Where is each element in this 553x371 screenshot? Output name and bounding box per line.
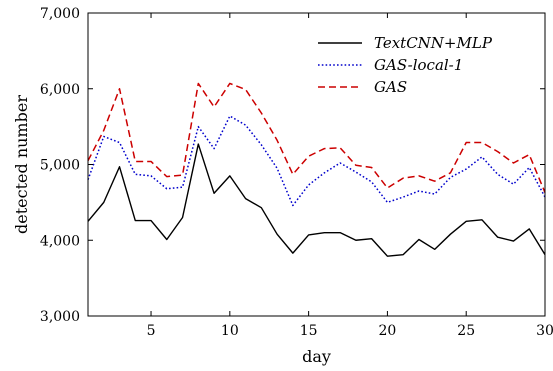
- x-tick-label: 15: [300, 323, 318, 339]
- x-tick-label: 30: [536, 323, 553, 339]
- x-tick-label: 20: [378, 323, 396, 339]
- plot-frame: [87, 12, 546, 317]
- legend-label: GAS: [374, 78, 407, 96]
- legend: TextCNN+MLP GAS-local-1 GAS: [318, 34, 493, 96]
- y-tick-label: 6,000: [40, 82, 80, 98]
- ticks-layer: 5 10 15 20 25 30 3,000 4,000 5,000 6,000 7,000: [40, 6, 553, 339]
- series-line-textcnn-mlp: [87, 143, 546, 257]
- legend-label: TextCNN+MLP: [374, 34, 493, 52]
- legend-label: GAS-local-1: [374, 56, 463, 74]
- x-tick-label: 5: [147, 323, 156, 339]
- x-axis-label: day: [302, 347, 331, 366]
- y-tick-label: 4,000: [40, 233, 80, 249]
- series-line-gas: [87, 82, 546, 193]
- series-line-gas-local-1: [87, 115, 546, 207]
- y-tick-label: 5,000: [40, 158, 80, 174]
- x-tick-label: 10: [221, 323, 239, 339]
- y-tick-label: 7,000: [40, 6, 80, 22]
- x-tick-label: 25: [457, 323, 475, 339]
- y-tick-label: 3,000: [40, 309, 80, 325]
- series-layer: [87, 82, 546, 257]
- y-axis-label: detected number: [12, 95, 31, 234]
